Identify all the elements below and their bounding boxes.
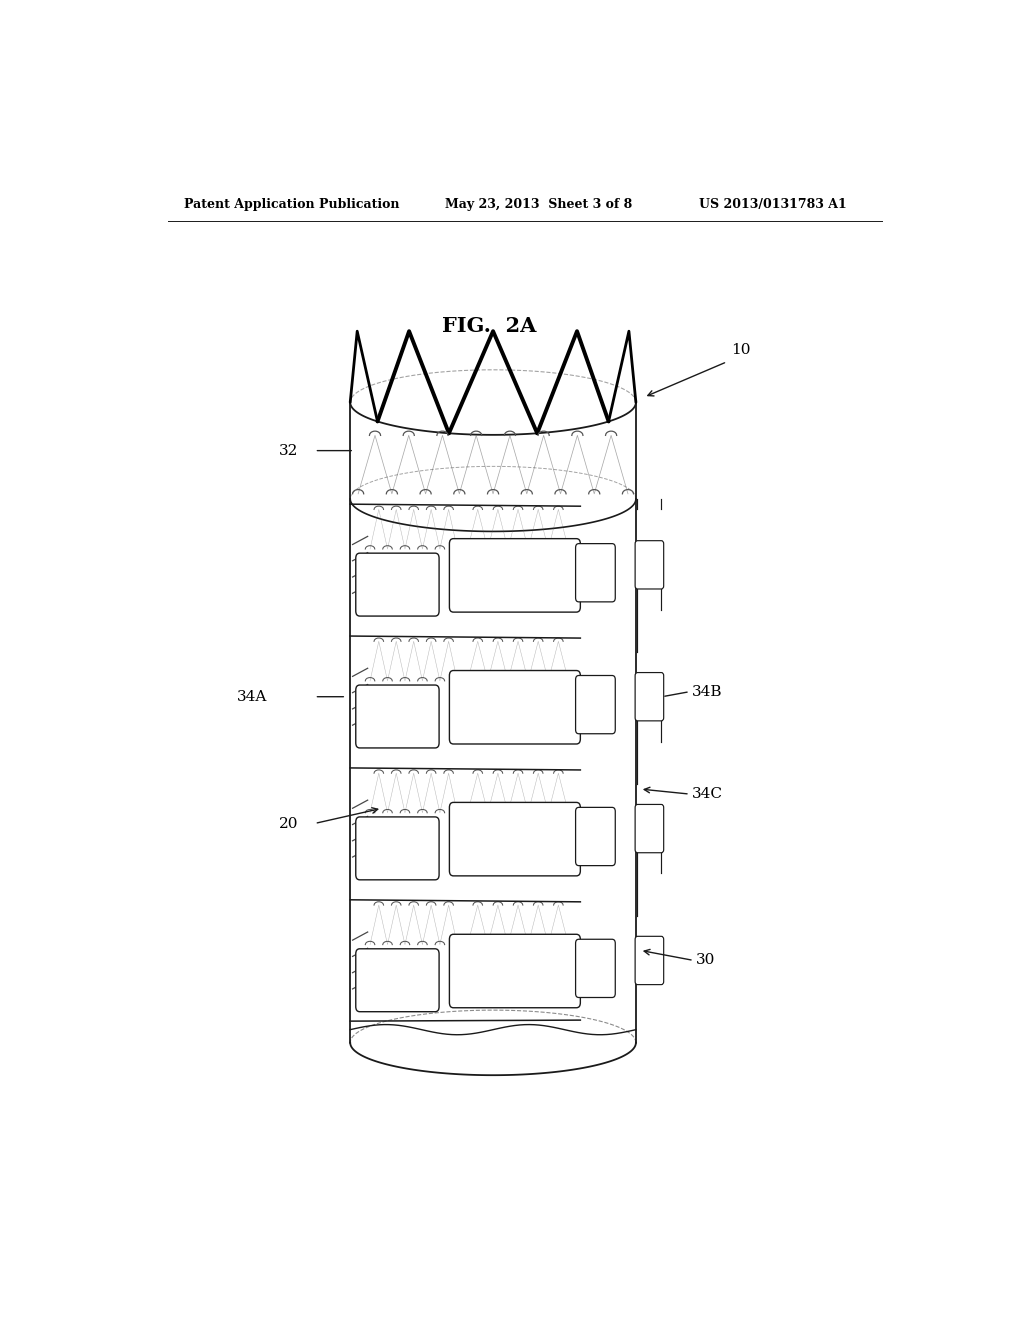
- FancyBboxPatch shape: [355, 553, 439, 616]
- Text: May 23, 2013  Sheet 3 of 8: May 23, 2013 Sheet 3 of 8: [445, 198, 633, 211]
- FancyBboxPatch shape: [355, 817, 439, 880]
- FancyBboxPatch shape: [575, 544, 615, 602]
- FancyBboxPatch shape: [355, 685, 439, 748]
- FancyBboxPatch shape: [450, 539, 581, 612]
- FancyBboxPatch shape: [635, 673, 664, 721]
- FancyBboxPatch shape: [450, 671, 581, 744]
- Text: 32: 32: [280, 444, 299, 458]
- Text: 34A: 34A: [237, 690, 267, 704]
- Text: 34C: 34C: [691, 787, 723, 801]
- Text: 10: 10: [731, 343, 751, 356]
- Text: 20: 20: [280, 817, 299, 830]
- Text: FIG.  2A: FIG. 2A: [442, 315, 537, 337]
- FancyBboxPatch shape: [575, 808, 615, 866]
- FancyBboxPatch shape: [575, 676, 615, 734]
- FancyBboxPatch shape: [575, 940, 615, 998]
- Text: 30: 30: [695, 953, 715, 968]
- FancyBboxPatch shape: [355, 949, 439, 1011]
- FancyBboxPatch shape: [635, 541, 664, 589]
- FancyBboxPatch shape: [450, 803, 581, 876]
- Text: US 2013/0131783 A1: US 2013/0131783 A1: [699, 198, 847, 211]
- FancyBboxPatch shape: [635, 804, 664, 853]
- FancyBboxPatch shape: [635, 936, 664, 985]
- Text: Patent Application Publication: Patent Application Publication: [183, 198, 399, 211]
- FancyBboxPatch shape: [450, 935, 581, 1007]
- Text: 34B: 34B: [691, 685, 722, 698]
